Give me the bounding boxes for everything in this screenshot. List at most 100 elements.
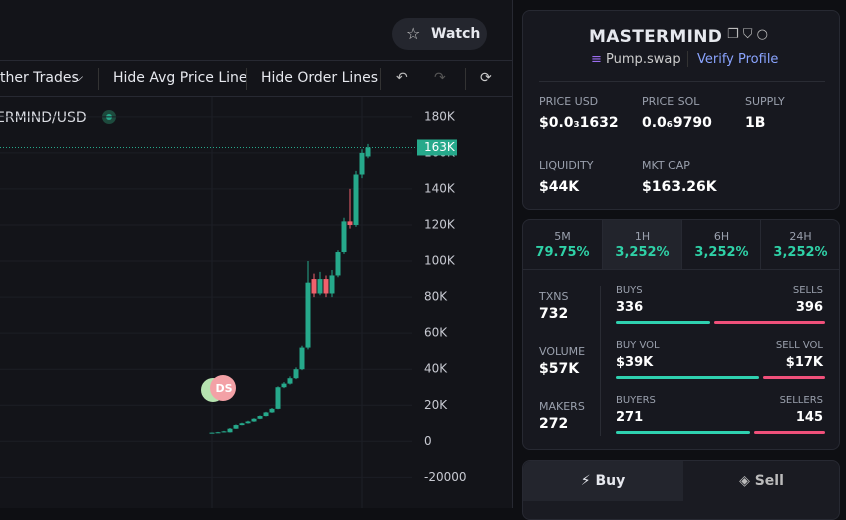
candle-body: [287, 378, 293, 384]
activity-label: TXNS: [539, 290, 569, 303]
split-bar-sell: [714, 321, 825, 324]
candle-body: [215, 432, 221, 434]
separator: [246, 68, 247, 90]
activity-value: 732: [539, 306, 569, 322]
candle-body: [239, 423, 245, 426]
chart-panel: ☆ Watch ther Trades ⌵ Hide Avg Price Lin…: [0, 0, 513, 508]
split-right-label: SELL VOL: [775, 340, 823, 351]
y-tick-label: 20K: [424, 398, 448, 412]
timeframe-label: 1H: [634, 230, 651, 243]
y-tick-label: -20000: [424, 470, 467, 484]
timeframe-tab[interactable]: 5M 79.75%: [523, 220, 602, 269]
divider: [600, 286, 601, 436]
candle-body: [233, 425, 239, 429]
activity-value: $57K: [539, 361, 580, 377]
candle-body: [263, 412, 269, 417]
toolbar-item[interactable]: Hide Order Lines: [261, 70, 379, 86]
split-bar-sell: [762, 376, 825, 379]
star-icon: ☆: [406, 24, 421, 43]
split-bar-buy: [616, 321, 711, 324]
split-left-value: $39K: [616, 355, 654, 370]
candle-body: [305, 282, 311, 348]
y-tick-label: 40K: [424, 362, 448, 376]
verify-link[interactable]: Verify Profile: [697, 52, 779, 67]
trade-card: ⚡ Buy ◈ Sell: [522, 460, 840, 520]
pair-title: ERMIND/USD: [0, 110, 87, 126]
token-icons[interactable]: ❐ ⛉ ○: [727, 27, 769, 42]
buy-tab[interactable]: ⚡ Buy: [523, 461, 683, 501]
timeframe-tab[interactable]: 1H 3,252%: [602, 220, 682, 269]
token-card: MASTERMIND ❐ ⛉ ○ ≡ Pump.swap Verify Prof…: [522, 10, 840, 210]
split-right-value: 145: [795, 410, 823, 425]
watch-button[interactable]: ☆ Watch: [392, 18, 487, 50]
split-right-label: SELLERS: [779, 395, 823, 406]
activity-card: 5M 79.75% 1H 3,252% 6H 3,252% 24H 3,252% TXNS 73…: [522, 219, 840, 450]
divider: [0, 96, 512, 97]
sell-tab[interactable]: ◈ Sell: [739, 473, 784, 489]
timeframe-label: 24H: [789, 230, 812, 243]
split-bar-buy: [616, 376, 759, 379]
split-left-label: BUYS: [616, 285, 643, 296]
split-left-value: 336: [616, 300, 644, 315]
divider: [539, 81, 825, 82]
candle-body: [353, 174, 359, 225]
candle-body: [329, 275, 335, 294]
candle-body: [221, 431, 227, 433]
marker-label: DS: [215, 382, 232, 395]
timeframe-change: 3,252%: [773, 245, 828, 260]
split-left-label: BUYERS: [616, 395, 656, 406]
sell-label: Sell: [754, 473, 784, 489]
timeframe-tab[interactable]: 24H 3,252%: [760, 220, 840, 269]
stat-label: LIQUIDITY: [539, 159, 594, 172]
timeframe-label: 6H: [713, 230, 730, 243]
toolbar-item[interactable]: ther Trades: [0, 70, 79, 86]
y-tick-label: 80K: [424, 290, 448, 304]
candle-body: [251, 418, 257, 422]
stat-value: 1B: [745, 115, 766, 131]
candle-body: [245, 421, 251, 424]
candle-body: [359, 152, 365, 175]
token-name: MASTERMIND: [589, 27, 723, 47]
stat-value: $0.0₃1632: [539, 115, 619, 131]
stat-label: PRICE USD: [539, 95, 599, 108]
activity-value: 272: [539, 416, 569, 432]
y-tick-label: 60K: [424, 326, 448, 340]
split-left-value: 271: [616, 410, 644, 425]
candle-body: [257, 416, 263, 419]
candle-body: [299, 347, 305, 370]
split-bar-sell: [753, 431, 825, 434]
dex: ≡ Pump.swap: [591, 52, 681, 67]
buy-label: Buy: [595, 473, 626, 489]
stat-value: $163.26K: [642, 179, 717, 195]
y-tick-label: 140K: [424, 181, 456, 195]
last-price-label: 163K: [424, 140, 456, 154]
separator: [380, 68, 381, 90]
stat-label: MKT CAP: [642, 159, 690, 172]
watch-label: Watch: [431, 26, 481, 42]
candle-chart: ERMIND/USD 180K160K140K120K100K80K60K40K…: [0, 97, 467, 508]
separator: [687, 51, 688, 67]
candle-body: [227, 428, 233, 433]
divider: [0, 60, 512, 61]
timeframe-change: 3,252%: [615, 245, 670, 260]
split-right-value: 396: [795, 300, 823, 315]
timeframe-tab[interactable]: 6H 3,252%: [681, 220, 761, 269]
activity-label: VOLUME: [539, 345, 586, 358]
candle-body: [275, 387, 281, 409]
y-tick-label: 120K: [424, 217, 456, 231]
dex-name: Pump.swap: [606, 52, 681, 67]
candle-body: [323, 279, 329, 294]
replay-icon[interactable]: ⟳: [480, 70, 492, 86]
redo-icon[interactable]: ↷: [434, 70, 446, 86]
toolbar-item[interactable]: Hide Avg Price Line: [113, 70, 248, 86]
candle-body: [341, 221, 347, 253]
split-bar-buy: [616, 431, 750, 434]
stat-value: $44K: [539, 179, 580, 195]
separator: [98, 68, 99, 90]
timeframe-label: 5M: [554, 230, 571, 243]
undo-icon[interactable]: ↶: [396, 70, 408, 86]
candle-body: [335, 252, 341, 276]
divider: [523, 269, 839, 270]
last-price-box: [417, 139, 457, 156]
